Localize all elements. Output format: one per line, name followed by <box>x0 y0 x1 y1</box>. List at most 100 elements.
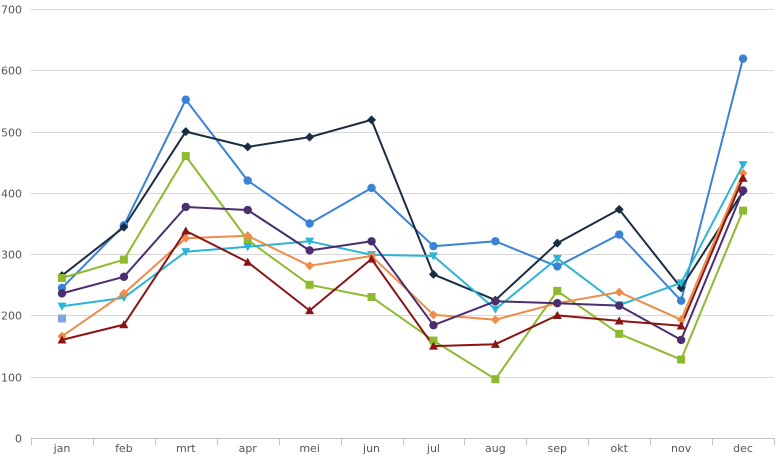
series-6-point <box>553 298 562 308</box>
series-1-point <box>676 296 686 305</box>
series-6-point <box>119 272 129 282</box>
y-tick-label: 600 <box>1 65 22 78</box>
series-2-point <box>428 269 438 279</box>
series-4-point <box>305 237 315 246</box>
x-tick-label: sep <box>548 442 567 455</box>
series-3-point <box>119 255 128 264</box>
series-2-point <box>552 238 562 248</box>
series-6-point <box>305 246 314 255</box>
x-tick-label: feb <box>115 442 133 455</box>
series-3-point <box>181 152 190 161</box>
series-4-point <box>181 248 191 257</box>
y-tick-label: 300 <box>1 249 22 262</box>
x-tick-label: okt <box>610 442 628 455</box>
series-6-point <box>57 289 67 298</box>
series-1-point <box>553 262 562 271</box>
series-1-point <box>243 176 252 185</box>
series-2-point <box>119 222 129 232</box>
series-layer <box>61 58 744 381</box>
series-5-point <box>490 315 500 325</box>
series-4-point <box>490 305 500 314</box>
series-1-point <box>181 95 190 104</box>
series-6-point <box>181 202 190 212</box>
marker-layer <box>57 54 748 384</box>
series-line-3 <box>61 155 744 381</box>
axis-layer: 0 100 200 300 400 500 600 700 jan feb mrt apr mei jun… <box>1 4 775 455</box>
y-tick-label: 100 <box>1 372 22 385</box>
series-line-7 <box>61 177 744 348</box>
series-2-point <box>614 204 624 214</box>
series-1-point <box>367 183 376 193</box>
series-6-point <box>429 321 438 330</box>
series-1-point <box>738 54 748 63</box>
series-3-point <box>491 375 500 384</box>
x-tick-label: jun <box>362 442 380 455</box>
x-tick-label: aug <box>485 442 506 455</box>
series-6-point <box>615 301 624 310</box>
series-5-point <box>305 261 315 271</box>
series-6-point <box>491 297 500 306</box>
series-4-point <box>552 254 562 263</box>
series-4-point <box>738 161 748 170</box>
series-7-point <box>367 254 377 263</box>
series-1-point <box>615 230 624 239</box>
series-7-point <box>490 339 500 348</box>
series-4-point <box>676 279 686 288</box>
series-2-point <box>676 283 686 293</box>
series-7-point <box>614 316 624 325</box>
series-6-point <box>738 186 748 195</box>
series-line-6 <box>61 190 744 341</box>
series-line-4 <box>61 164 744 311</box>
series-3-point <box>553 286 562 295</box>
y-tick-label: 200 <box>1 310 22 323</box>
series-2-point <box>243 142 253 152</box>
x-tick-label: mrt <box>176 442 196 455</box>
series-2-point <box>181 127 191 137</box>
series-3-point <box>57 274 66 283</box>
series-5-point <box>243 231 253 241</box>
extra-point <box>57 314 66 323</box>
x-tick-label: mei <box>299 442 320 455</box>
series-2-point <box>367 115 377 125</box>
series-3-point <box>367 293 376 302</box>
x-tick-label: jan <box>53 442 71 455</box>
series-3-point <box>677 355 686 364</box>
series-4-point <box>119 294 129 303</box>
series-6-point <box>676 335 686 345</box>
series-1-point <box>491 237 500 246</box>
series-4-point <box>243 243 253 252</box>
series-7-point <box>738 173 748 182</box>
y-tick-label: 500 <box>1 127 22 140</box>
series-3-point <box>615 329 624 338</box>
y-tick-label: 700 <box>1 4 22 17</box>
series-6-point <box>367 237 376 246</box>
series-5-point <box>614 287 624 297</box>
series-1-point <box>305 219 314 228</box>
series-line-2 <box>61 118 744 302</box>
series-6-point <box>243 205 252 215</box>
series-7-point <box>243 257 253 266</box>
series-7-point <box>119 320 129 329</box>
series-5-point <box>676 315 686 325</box>
x-tick-label: apr <box>239 442 258 455</box>
y-tick-label: 400 <box>1 188 22 201</box>
series-4-point <box>428 252 438 261</box>
x-tick-label: jul <box>426 442 440 455</box>
series-7-point <box>552 310 562 320</box>
series-line-1 <box>61 58 744 302</box>
x-tick-label: dec <box>733 442 753 455</box>
series-3-point <box>305 280 314 289</box>
series-3-point <box>429 336 438 345</box>
series-1-point <box>429 241 438 251</box>
series-5-point <box>181 233 191 243</box>
series-7-point <box>676 321 686 330</box>
series-2-point <box>305 132 315 142</box>
series-3-point <box>739 206 748 215</box>
series-7-point <box>181 226 191 235</box>
series-5-point <box>738 168 748 178</box>
series-5-point <box>119 288 129 298</box>
series-5-point <box>428 310 438 320</box>
x-tick-label: nov <box>671 442 692 455</box>
